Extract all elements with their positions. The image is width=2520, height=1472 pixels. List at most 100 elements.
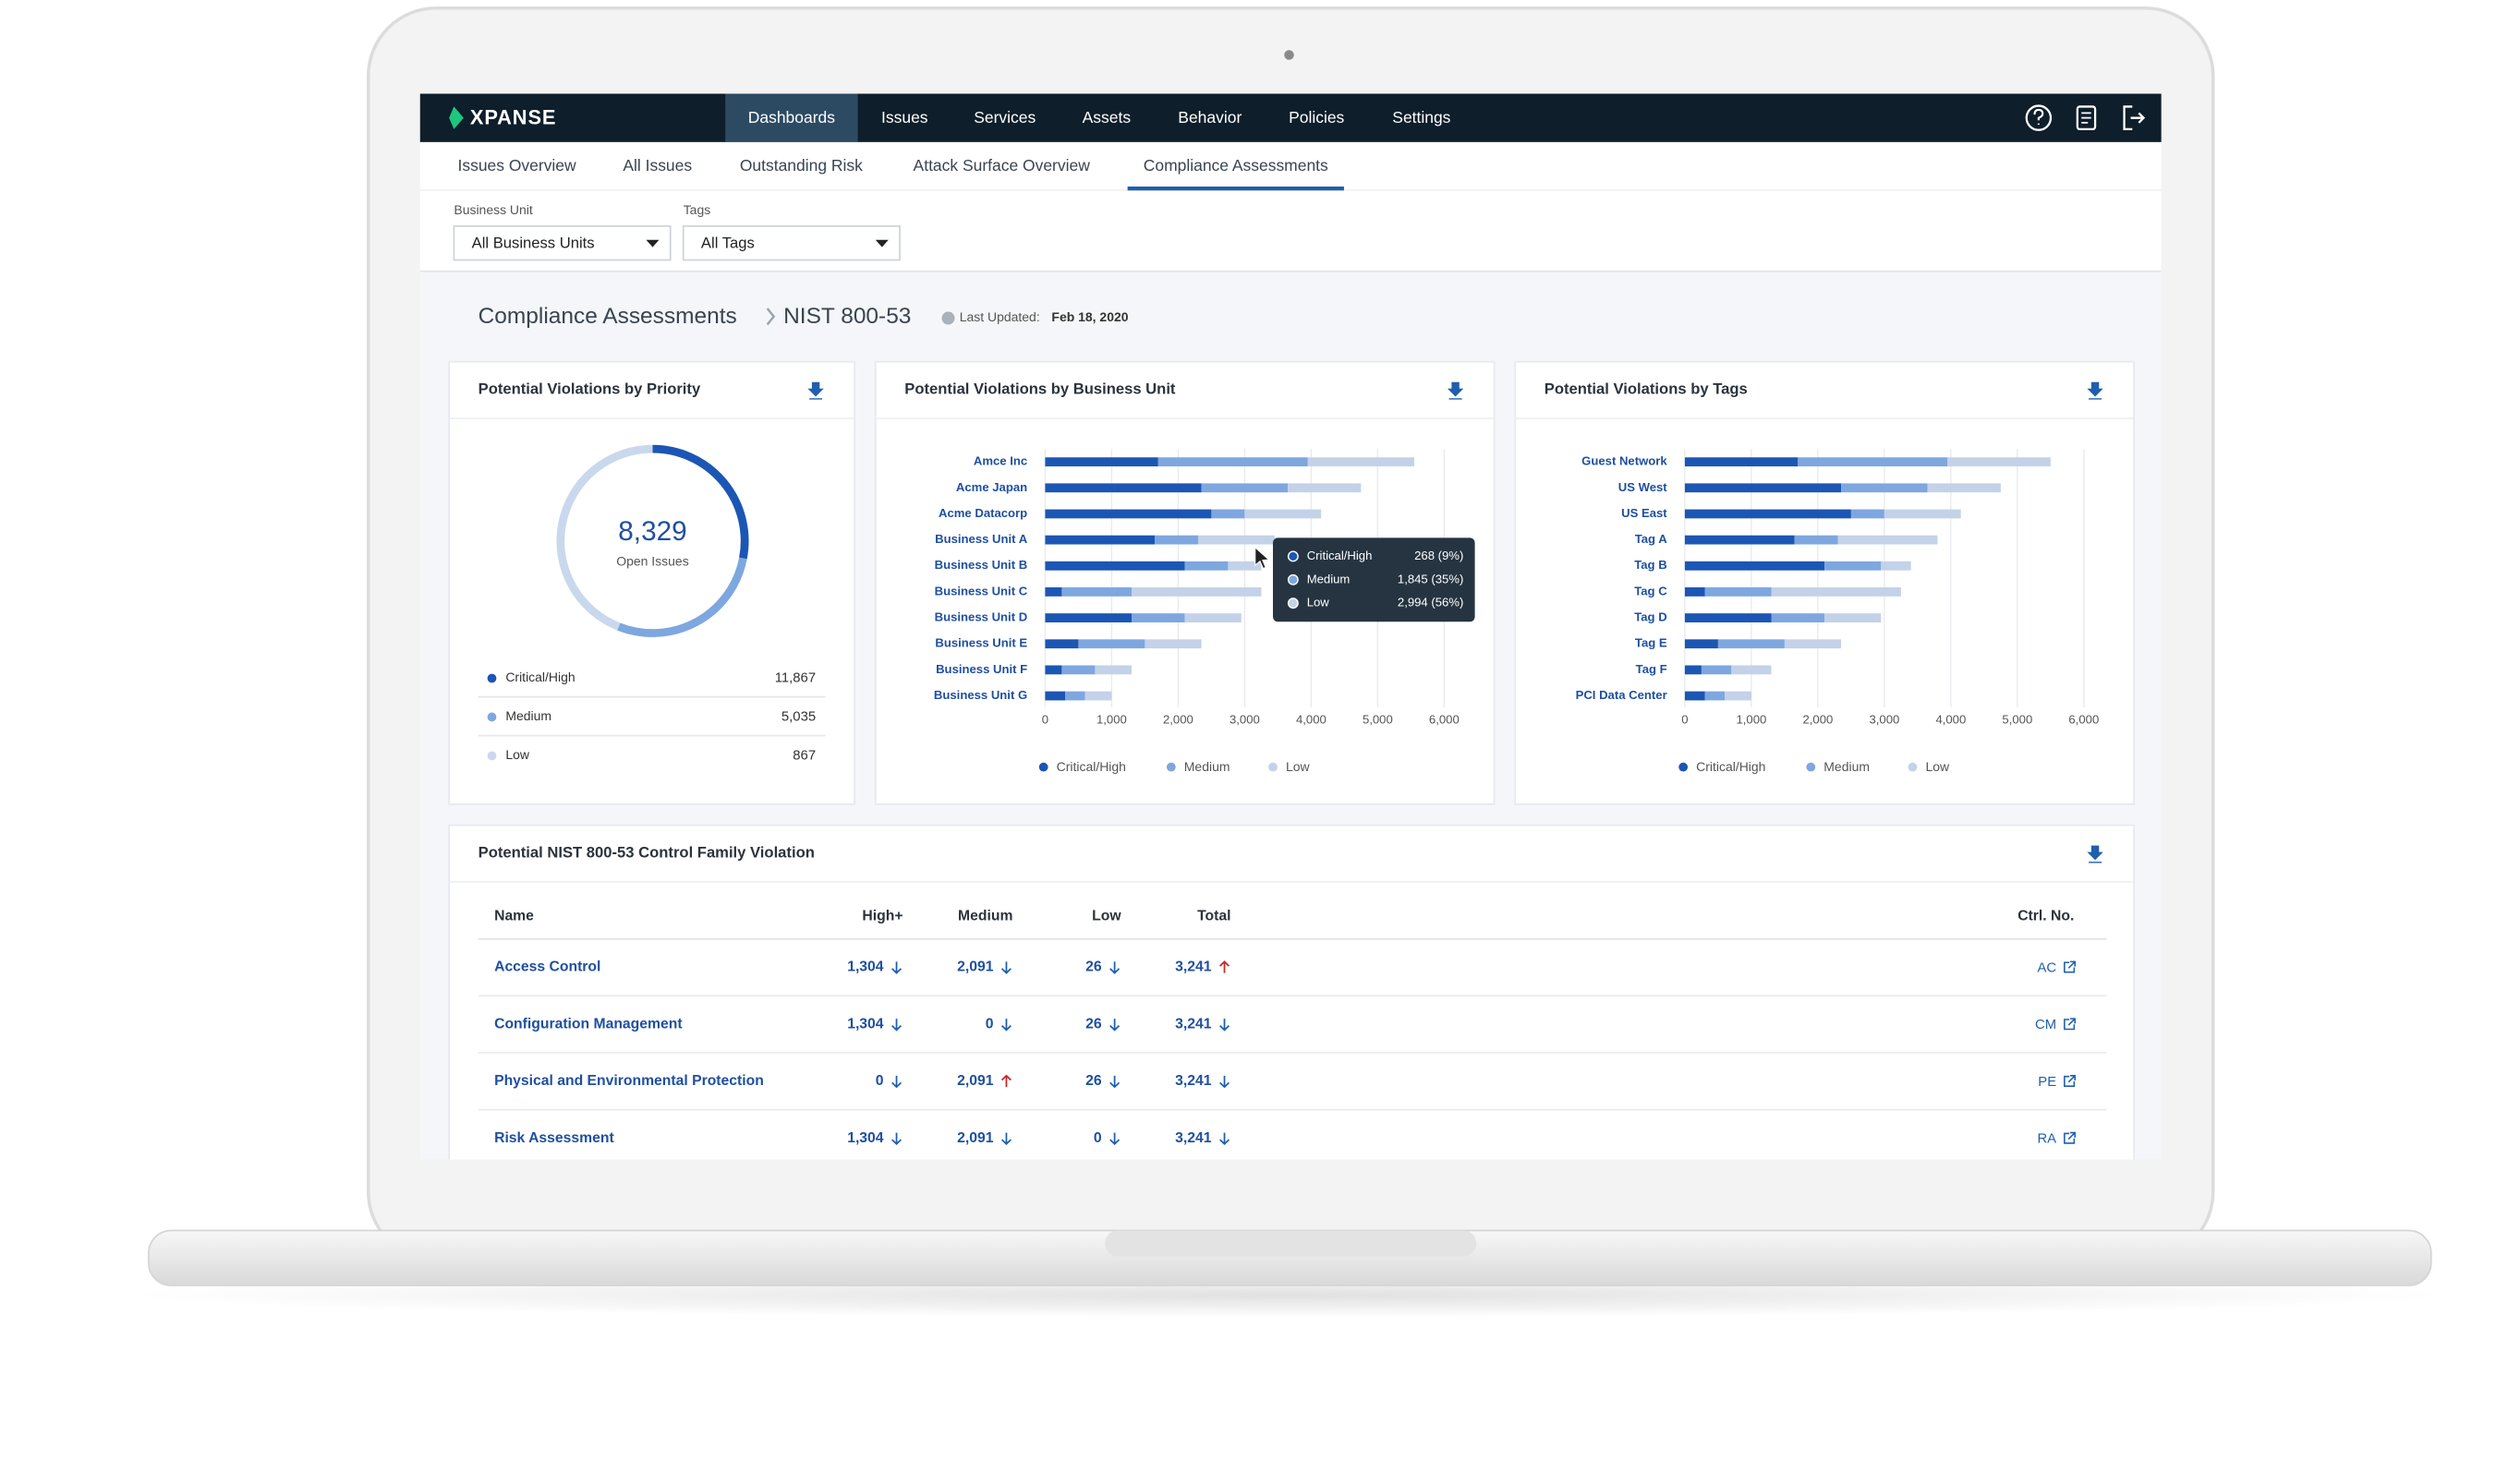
category-label[interactable]: Business Unit A: [935, 532, 1028, 546]
panel-title: Potential NIST 800-53 Control Family Vio…: [479, 844, 815, 862]
category-label[interactable]: Acme Japan: [956, 480, 1027, 494]
ctrl-link[interactable]: PE: [2038, 1075, 2056, 1090]
legend-dot: [1678, 762, 1689, 772]
category-label[interactable]: Tag E: [1635, 636, 1667, 650]
row-name[interactable]: Configuration Management: [494, 1016, 683, 1032]
panel: [448, 360, 855, 805]
bar-segment: [1095, 665, 1133, 675]
tab[interactable]: Outstanding Risk: [740, 156, 863, 175]
trend-down: [1000, 961, 1012, 974]
legend-label: Low: [1286, 759, 1311, 774]
category-label[interactable]: PCI Data Center: [1576, 688, 1667, 702]
tab[interactable]: All Issues: [623, 156, 692, 175]
category-label[interactable]: Tag A: [1635, 532, 1667, 546]
trend-down: [1109, 1075, 1121, 1089]
legend-label: Critical/High: [1696, 759, 1765, 774]
tab[interactable]: Attack Surface Overview: [914, 156, 1091, 175]
bar-segment: [1061, 587, 1133, 597]
bar-segment: [1045, 509, 1212, 519]
download-icon[interactable]: [1447, 381, 1464, 400]
dropdown[interactable]: [682, 224, 901, 261]
ctrl-link[interactable]: AC: [2037, 960, 2056, 975]
tab-bar: [419, 141, 2162, 191]
tab[interactable]: Issues Overview: [458, 156, 577, 175]
legend-dot: [1806, 762, 1816, 772]
bar-segment: [1157, 457, 1308, 467]
category-label[interactable]: Tag F: [1636, 662, 1667, 676]
bar-segment: [1184, 561, 1229, 571]
nav-item[interactable]: Issues: [881, 108, 928, 127]
laptop-notch: [1105, 1230, 1477, 1257]
bar-segment: [1837, 535, 1938, 545]
tooltip-dot: [1287, 573, 1299, 585]
bar-segment: [1065, 691, 1085, 701]
category-label[interactable]: Business Unit B: [935, 558, 1028, 572]
bar-segment: [1045, 587, 1062, 597]
category-label[interactable]: Amce Inc: [974, 454, 1027, 468]
download-icon[interactable]: [2087, 845, 2103, 863]
logout-icon[interactable]: [2123, 105, 2146, 131]
tab[interactable]: Compliance Assessments: [1144, 156, 1328, 175]
cell-value: 0: [1094, 1130, 1102, 1146]
cell-value: 0: [876, 1073, 884, 1089]
legend-dot: [487, 673, 497, 683]
row-name[interactable]: Access Control: [494, 959, 600, 975]
category-label[interactable]: Tag D: [1634, 610, 1666, 624]
docs-icon[interactable]: [2076, 105, 2097, 131]
legend-label: Low: [505, 747, 530, 762]
bar-segment: [1045, 639, 1079, 649]
nav-active-bg: [725, 93, 858, 142]
x-tick-label: 5,000: [2002, 712, 2032, 726]
category-label[interactable]: Acme Datacorp: [939, 506, 1027, 520]
x-tick-label: 6,000: [2068, 712, 2099, 726]
panel-title: Potential Violations by Priority: [479, 380, 701, 398]
donut-arc: [617, 557, 747, 637]
category-label[interactable]: Business Unit C: [935, 584, 1028, 597]
ctrl-link[interactable]: CM: [2035, 1018, 2056, 1032]
bar-segment: [1132, 587, 1262, 597]
category-label[interactable]: Business Unit G: [934, 688, 1027, 702]
category-label[interactable]: US East: [1621, 506, 1667, 520]
ctrl-link[interactable]: RA: [2037, 1131, 2056, 1146]
trend-down: [1219, 1075, 1230, 1089]
category-label[interactable]: Business Unit E: [935, 636, 1027, 650]
bar-segment: [1045, 665, 1062, 675]
top-nav: [419, 93, 2162, 142]
cell-value: 2,091: [957, 959, 994, 975]
download-icon[interactable]: [2087, 381, 2103, 400]
nav-item[interactable]: Assets: [1083, 108, 1132, 127]
bar-segment: [1927, 483, 2001, 493]
help-icon[interactable]: [2025, 104, 2053, 131]
x-tick-label: 3,000: [1230, 712, 1260, 726]
breadcrumb-parent[interactable]: Compliance Assessments: [479, 304, 737, 329]
cell-value: 26: [1085, 1073, 1102, 1089]
bar-segment: [1684, 457, 1799, 467]
category-label[interactable]: Business Unit F: [936, 662, 1027, 676]
bar-segment: [1850, 509, 1884, 519]
tooltip-value: 2,994 (56%): [1398, 596, 1463, 609]
bar-segment: [1684, 639, 1718, 649]
nav-item[interactable]: Settings: [1392, 108, 1450, 127]
dropdown[interactable]: [453, 224, 672, 261]
nav-item[interactable]: Dashboards: [748, 108, 835, 127]
category-label[interactable]: Tag B: [1634, 558, 1666, 572]
cell-value: 26: [1085, 959, 1102, 975]
category-label[interactable]: Business Unit D: [935, 610, 1028, 624]
category-label[interactable]: US West: [1618, 480, 1668, 494]
bar-segment: [1045, 535, 1156, 545]
panel-title: Potential Violations by Business Unit: [904, 380, 1176, 398]
bar-segment: [1228, 561, 1262, 571]
bar-segment: [1084, 691, 1112, 701]
nav-item[interactable]: Behavior: [1178, 108, 1242, 127]
nav-item[interactable]: Services: [974, 108, 1036, 127]
category-label[interactable]: Tag C: [1634, 584, 1667, 597]
row-name[interactable]: Physical and Environmental Protection: [494, 1073, 764, 1089]
nav-item[interactable]: Policies: [1289, 108, 1344, 127]
row-name[interactable]: Risk Assessment: [494, 1130, 614, 1146]
bar-segment: [1684, 483, 1842, 493]
trend-down: [1109, 1132, 1121, 1146]
download-icon[interactable]: [807, 381, 824, 400]
category-label[interactable]: Guest Network: [1581, 454, 1667, 468]
donut-caption: Open Issues: [616, 553, 688, 568]
bar-segment: [1045, 613, 1133, 622]
